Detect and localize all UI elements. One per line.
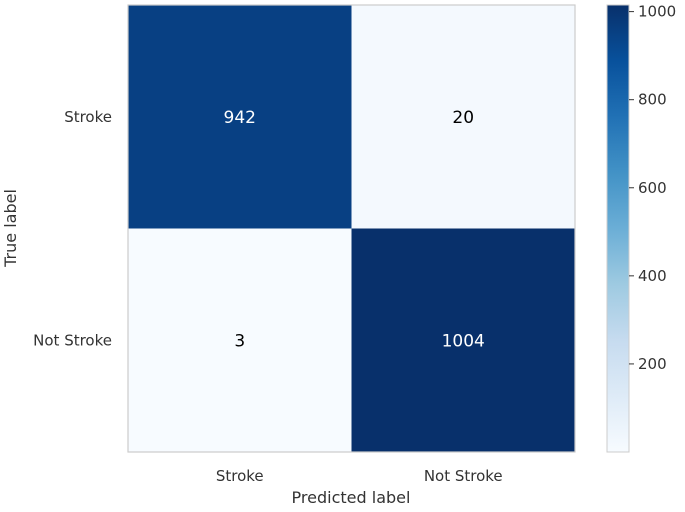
colorbar-tick-label: 1000 [638, 3, 676, 21]
y-axis-label: True label [1, 189, 20, 268]
matrix-cell [351, 228, 575, 452]
x-tick-label: Stroke [216, 467, 264, 485]
cell-value-label: 3 [234, 331, 245, 351]
cell-value-label: 1004 [442, 331, 485, 351]
colorbar-tick-labels: 200 400 600 800 1000 [629, 3, 676, 373]
cell-value-labels: 942 20 3 1004 [224, 108, 485, 352]
matrix-cells [128, 5, 575, 452]
x-axis-label: Predicted label [292, 488, 411, 507]
colorbar-tick-label: 800 [638, 91, 667, 109]
colorbar [606, 4, 630, 453]
x-tick-labels: Stroke Not Stroke [216, 467, 503, 485]
x-tick-label: Not Stroke [424, 467, 503, 485]
colorbar-tick-label: 600 [638, 179, 667, 197]
colorbar-tick-label: 400 [638, 267, 667, 285]
y-tick-label: Stroke [64, 108, 112, 126]
matrix-cell [351, 5, 575, 229]
colorbar-tick-label: 200 [638, 355, 667, 373]
cell-value-label: 20 [452, 108, 474, 128]
y-tick-labels: Stroke Not Stroke [33, 108, 112, 350]
y-tick-label: Not Stroke [33, 331, 112, 349]
cell-value-label: 942 [224, 108, 256, 128]
plot-frame [127, 4, 576, 453]
matrix-cell [128, 228, 352, 452]
matrix-cell [128, 5, 352, 229]
